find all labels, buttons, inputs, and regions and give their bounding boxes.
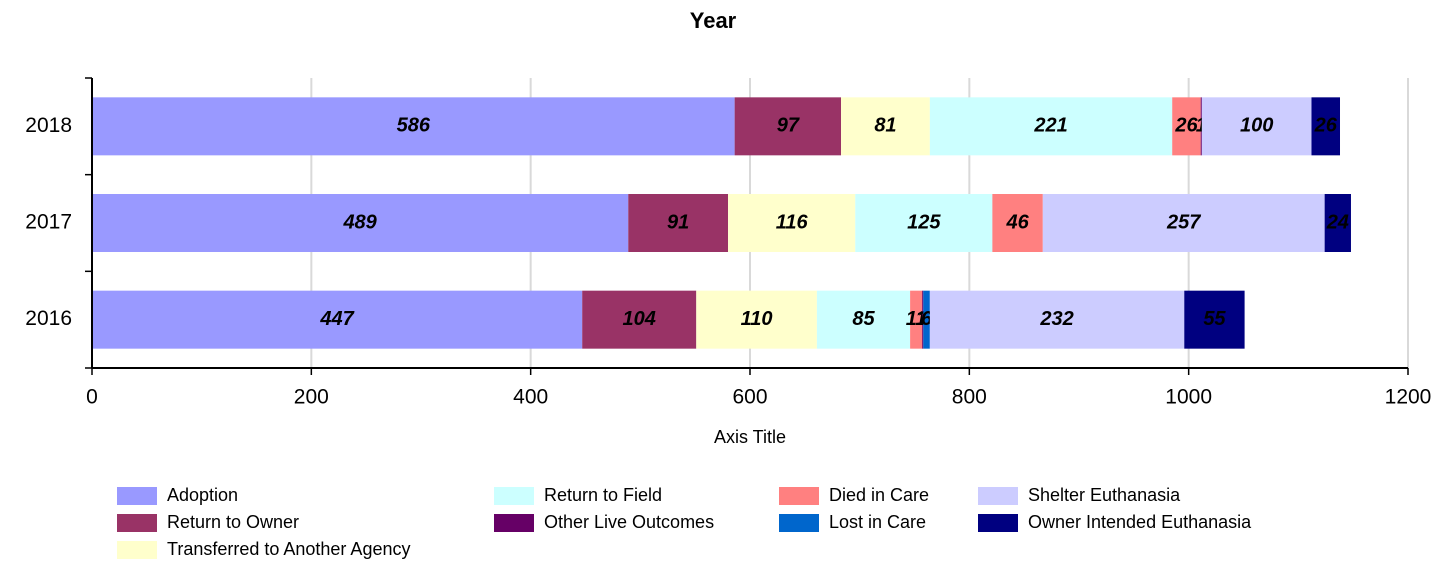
legend-label: Transferred to Another Agency [167,539,410,559]
legend-swatch [117,514,157,532]
data-label: 11 [906,308,927,330]
legend-label: Return to Field [544,485,662,505]
bar-segment [992,194,1043,252]
bar-segment [816,290,911,349]
data-label: 26 [1314,115,1338,137]
data-label: 97 [777,115,800,137]
bar-segment [1201,97,1312,156]
data-label: 257 [1166,211,1201,233]
bar-segment [1172,97,1201,156]
chart-title: Year [690,8,737,33]
bar-segment [1184,290,1245,349]
legend-swatch [779,514,819,532]
bar-segment [922,290,924,349]
legend-swatch [779,487,819,505]
legend-swatch [117,487,157,505]
data-label: 489 [342,211,377,233]
bar-segment [923,290,930,349]
data-label: 104 [623,308,656,330]
bar-segment [582,290,697,349]
legend-label: Died in Care [829,485,929,505]
bar-segment [855,194,993,252]
data-label: 110 [741,308,773,330]
data-label: 1 [1196,115,1207,137]
legend-swatch [978,514,1018,532]
legend-swatch [117,541,157,559]
data-label: 81 [874,115,896,137]
bar-segment [92,290,583,349]
bar-segment [1042,194,1325,252]
data-label: 91 [667,211,689,233]
data-label: 55 [1203,308,1226,330]
data-label: 85 [852,308,875,330]
legend-label: Return to Owner [167,512,299,532]
legend-label: Owner Intended Euthanasia [1028,512,1252,532]
x-tick-label: 800 [952,386,987,409]
data-label: 100 [1240,115,1273,137]
data-label: 125 [907,211,941,233]
bar-segment [728,194,856,252]
bar-segment [1324,194,1351,252]
x-tick-label: 400 [513,386,548,409]
legend-swatch [494,487,534,505]
x-tick-label: 1000 [1165,386,1212,409]
bar-segment [696,290,817,349]
legend-label: Other Live Outcomes [544,512,714,532]
legend-label: Adoption [167,485,238,505]
bar-segment [734,97,842,156]
bar-segment [628,194,729,252]
data-label: 24 [1326,211,1349,233]
legend-swatch [494,514,534,532]
data-label: 26 [1174,115,1198,137]
data-label: 586 [397,115,431,137]
legend-label: Lost in Care [829,512,926,532]
bar-segment [841,97,930,156]
bar-segment [1311,97,1341,156]
data-label: 447 [319,308,354,330]
x-tick-label: 1200 [1385,386,1432,409]
y-tick-label: 2016 [25,307,72,330]
x-tick-label: 600 [732,386,767,409]
x-axis-title: Axis Title [714,427,786,447]
bar-segment [929,97,1173,156]
data-label: 221 [1033,115,1067,137]
data-label: 232 [1039,308,1073,330]
legend-swatch [978,487,1018,505]
bar-segment [92,97,735,156]
x-tick-label: 200 [294,386,329,409]
data-label: 116 [776,211,809,233]
y-tick-label: 2018 [25,114,72,137]
data-label: 46 [1005,211,1029,233]
y-tick-label: 2017 [25,211,72,234]
data-label: 1 [917,308,928,330]
bar-segment [92,194,629,252]
legend-label: Shelter Euthanasia [1028,485,1181,505]
bar-segment [1200,97,1202,156]
bar-segment [910,290,923,349]
x-tick-label: 0 [86,386,98,409]
bar-segment [929,290,1185,349]
